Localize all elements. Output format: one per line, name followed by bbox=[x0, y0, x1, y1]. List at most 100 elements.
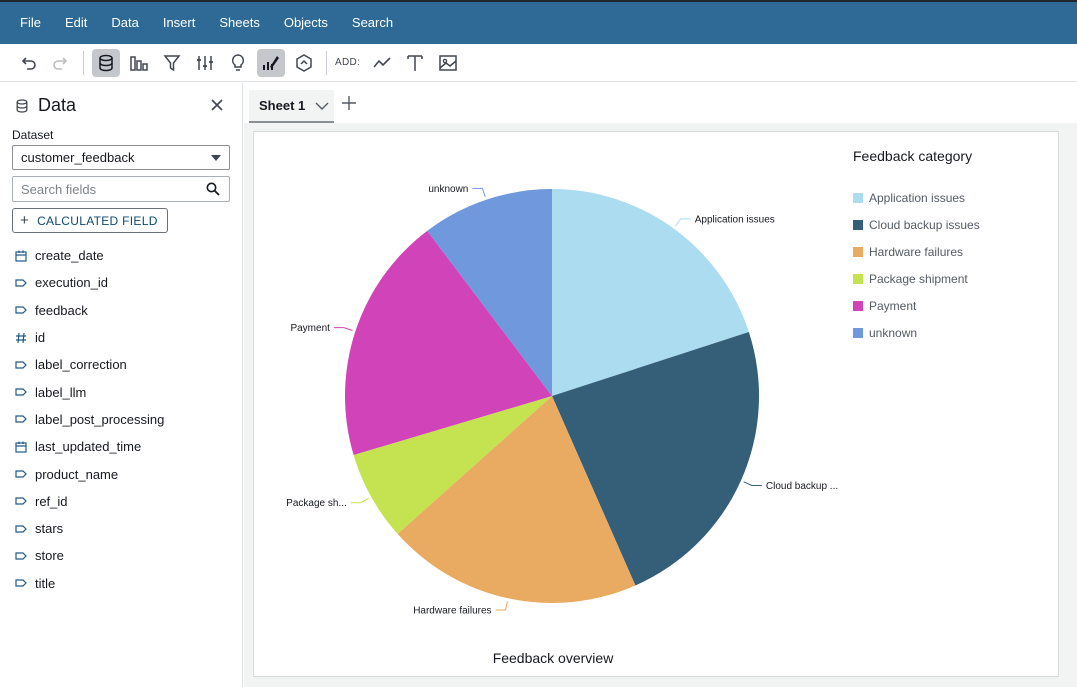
menu-sheets[interactable]: Sheets bbox=[219, 15, 260, 30]
label-leader-line bbox=[675, 218, 691, 227]
menu-insert[interactable]: Insert bbox=[162, 15, 196, 30]
field-item[interactable]: feedback bbox=[0, 297, 243, 324]
panel-header: Data bbox=[14, 95, 76, 116]
label-leader-line bbox=[333, 327, 353, 331]
tag-icon bbox=[15, 577, 27, 589]
field-name: store bbox=[35, 548, 64, 564]
sheet-tabs: Sheet 1 bbox=[244, 83, 1077, 123]
dataset-value: customer_feedback bbox=[21, 150, 135, 165]
toolbar-divider bbox=[83, 50, 84, 75]
menu-data[interactable]: Data bbox=[111, 15, 139, 30]
legend-item[interactable]: Payment bbox=[853, 292, 980, 319]
filter-button[interactable] bbox=[158, 49, 186, 77]
search-icon[interactable] bbox=[206, 182, 220, 196]
legend-label: Payment bbox=[869, 298, 917, 313]
ml-insights-button[interactable] bbox=[290, 49, 318, 77]
field-item[interactable]: store bbox=[0, 542, 243, 569]
legend-item[interactable]: Application issues bbox=[853, 184, 980, 211]
field-item[interactable]: create_date bbox=[0, 242, 243, 269]
add-visual-button[interactable] bbox=[368, 49, 396, 77]
database-icon bbox=[99, 54, 113, 71]
slice-label: Application issues bbox=[695, 214, 775, 225]
data-button[interactable] bbox=[92, 48, 120, 77]
calculated-field-label: CALCULATED FIELD bbox=[37, 213, 158, 228]
pie-slice[interactable] bbox=[353, 396, 552, 534]
field-item[interactable]: execution_id bbox=[0, 269, 243, 296]
legend-swatch bbox=[853, 273, 863, 284]
field-item[interactable]: label_llm bbox=[0, 378, 243, 405]
tag-icon bbox=[15, 386, 27, 398]
legend-swatch bbox=[853, 327, 863, 338]
field-list: create_date execution_id feedback id label_c… bbox=[0, 242, 243, 597]
pie-slice[interactable] bbox=[397, 396, 636, 603]
tag-icon bbox=[15, 495, 27, 507]
slice-label: Cloud backup ... bbox=[766, 481, 838, 492]
pie-slice[interactable] bbox=[345, 230, 552, 455]
field-item[interactable]: ref_id bbox=[0, 488, 243, 515]
legend-label: Cloud backup issues bbox=[869, 217, 980, 232]
field-name: stars bbox=[35, 521, 64, 537]
field-item[interactable]: label_correction bbox=[0, 351, 243, 378]
themes-button[interactable] bbox=[257, 48, 285, 77]
undo-icon bbox=[21, 56, 36, 70]
lightbulb-icon bbox=[231, 53, 245, 71]
calculated-field-button[interactable]: + CALCULATED FIELD bbox=[12, 208, 168, 233]
undo-button[interactable] bbox=[14, 49, 42, 77]
menu-objects[interactable]: Objects bbox=[283, 15, 328, 30]
close-icon[interactable] bbox=[209, 97, 225, 113]
field-name: execution_id bbox=[35, 275, 108, 291]
menu-search[interactable]: Search bbox=[351, 15, 394, 30]
pie-chart-visual[interactable]: Application issues Cloud backup ... Hardwa… bbox=[253, 131, 1059, 677]
field-name: label_correction bbox=[35, 357, 127, 373]
line-chart-icon bbox=[373, 56, 391, 68]
field-item[interactable]: product_name bbox=[0, 460, 243, 487]
field-item[interactable]: label_post_processing bbox=[0, 406, 243, 433]
slice-label: Payment bbox=[290, 323, 330, 334]
tab-sheet-1[interactable]: Sheet 1 bbox=[249, 90, 334, 123]
chart-title: Feedback overview bbox=[492, 650, 614, 666]
legend-swatch bbox=[853, 246, 863, 257]
dataset-select[interactable]: customer_feedback bbox=[12, 145, 230, 170]
field-item[interactable]: last_updated_time bbox=[0, 433, 243, 460]
toolbar-divider bbox=[326, 50, 327, 75]
filter-icon bbox=[163, 54, 181, 71]
add-image-button[interactable] bbox=[434, 49, 462, 77]
data-panel: Data Dataset customer_feedback + CALCULA… bbox=[0, 83, 243, 687]
image-icon bbox=[439, 54, 457, 71]
dataset-label: Dataset bbox=[12, 128, 54, 142]
field-name: label_llm bbox=[35, 384, 87, 400]
parameters-button[interactable] bbox=[191, 49, 219, 77]
menu-edit[interactable]: Edit bbox=[64, 15, 88, 30]
pie-chart: Application issues Cloud backup ... Hardwa… bbox=[286, 184, 838, 617]
redo-button[interactable] bbox=[47, 49, 75, 77]
pie-slice[interactable] bbox=[552, 189, 749, 396]
label-leader-line bbox=[495, 601, 508, 611]
legend-item[interactable]: Package shipment bbox=[853, 265, 980, 292]
sheet-area: Sheet 1 Application issues Cloud backup .… bbox=[244, 83, 1077, 687]
field-item[interactable]: stars bbox=[0, 515, 243, 542]
field-item[interactable]: title bbox=[0, 570, 243, 597]
field-name: id bbox=[35, 330, 46, 346]
pie-slice[interactable] bbox=[427, 189, 552, 396]
search-fields-input[interactable] bbox=[12, 176, 230, 202]
add-text-button[interactable] bbox=[401, 49, 429, 77]
legend-label: Application issues bbox=[869, 190, 966, 205]
slice-label: Package sh... bbox=[286, 498, 347, 509]
chevron-down-icon[interactable] bbox=[315, 101, 329, 111]
text-icon bbox=[407, 54, 423, 71]
calendar-icon bbox=[15, 441, 27, 453]
field-name: product_name bbox=[35, 466, 119, 482]
field-item[interactable]: id bbox=[0, 324, 243, 351]
pie-slice[interactable] bbox=[552, 332, 759, 586]
toolbar: ADD: bbox=[0, 44, 1077, 82]
label-leader-line bbox=[350, 497, 369, 504]
legend-item[interactable]: Cloud backup issues bbox=[853, 211, 980, 238]
add-sheet-icon[interactable] bbox=[341, 95, 357, 111]
legend-item[interactable]: Hardware failures bbox=[853, 238, 980, 265]
visualize-button[interactable] bbox=[125, 49, 153, 77]
legend: Application issues Cloud backup issues Har… bbox=[853, 184, 980, 346]
menu-file[interactable]: File bbox=[20, 15, 41, 30]
legend-item[interactable]: unknown bbox=[853, 319, 980, 346]
redo-icon bbox=[53, 56, 68, 70]
insights-button[interactable] bbox=[224, 49, 252, 77]
